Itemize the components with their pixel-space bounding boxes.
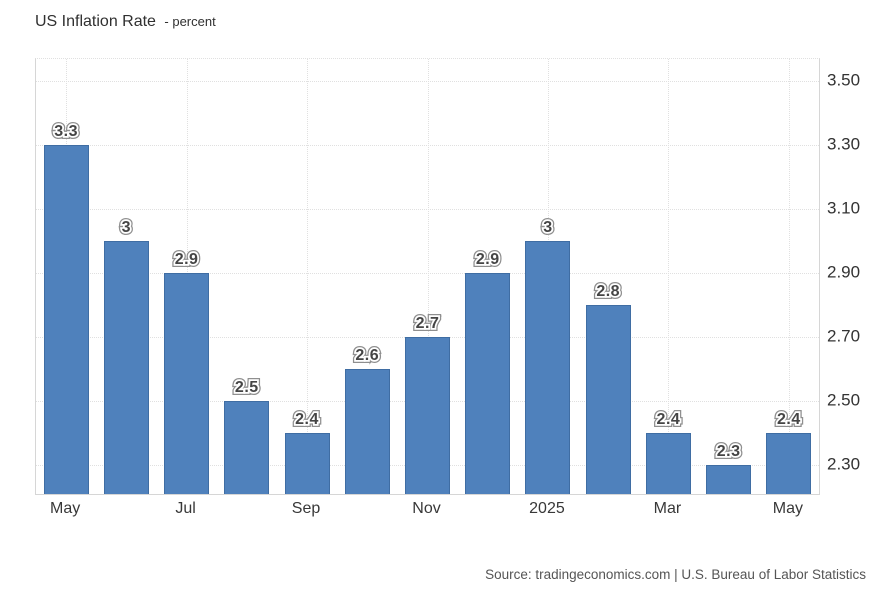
gridline-vertical — [788, 59, 790, 494]
x-axis-tick-label: May — [49, 500, 81, 517]
y-axis-tick-label: 3.50 — [827, 70, 861, 90]
bar-may[interactable] — [766, 433, 812, 494]
x-axis-tick-label: May — [772, 500, 803, 517]
bar-oct[interactable] — [344, 369, 390, 494]
bar-mar[interactable] — [645, 433, 691, 494]
bar-value-text: 2.9 — [174, 251, 199, 269]
y-axis-tick-label: 3.30 — [827, 134, 861, 154]
bar-dec[interactable] — [465, 273, 511, 494]
y-axis: 3.50 3.30 3.10 2.90 2.70 2.50 2.30 — [827, 58, 881, 493]
bar-value-text: 3 — [543, 219, 553, 237]
x-axis-tick-label: 2025 — [529, 500, 565, 517]
x-axis-tick-label: Jul — [175, 500, 196, 517]
bar-value-label: 2.4 — [295, 411, 319, 429]
bar-sep[interactable] — [284, 433, 330, 494]
y-axis-tick-label: 2.90 — [827, 262, 861, 282]
x-axis-tick-label: Mar — [653, 500, 682, 517]
chart-header: US Inflation Rate - percent — [35, 13, 216, 31]
y-axis-tick-label: 2.50 — [827, 390, 861, 410]
bar-value-text: 2.4 — [295, 411, 319, 429]
bar-value-text: 2.9 — [475, 251, 500, 269]
bar-value-label: 2.4 — [777, 411, 801, 429]
x-axis-tick-label: Nov — [412, 500, 441, 517]
bar-value-text: 2.4 — [777, 411, 801, 429]
bar-apr[interactable] — [706, 465, 752, 494]
x-axis: May Jul Sep Nov 2025 Mar May — [35, 499, 818, 521]
bar-aug[interactable] — [224, 401, 270, 494]
bar-value-label: 2.7 — [415, 315, 440, 333]
y-axis-tick-label: 2.70 — [827, 326, 861, 346]
bar-value-label: 2.6 — [355, 347, 380, 365]
bar-value-text: 2.5 — [234, 379, 259, 397]
bar-value-label: 2.9 — [174, 251, 199, 269]
bar-feb[interactable] — [585, 305, 631, 494]
bar-value-text: 2.6 — [355, 347, 380, 365]
bar-value-label: 2.9 — [475, 251, 500, 269]
x-axis-tick-label: Sep — [291, 500, 321, 517]
gridline-vertical — [668, 59, 670, 494]
bar-value-label: 3 — [543, 219, 553, 237]
chart-subtitle: - percent — [164, 14, 216, 29]
bar-value-text: 2.7 — [415, 315, 440, 333]
bar-value-label: 3.3 — [54, 123, 78, 141]
bar-value-text: 2.8 — [596, 283, 621, 301]
bar-value-text: 2.4 — [656, 411, 681, 429]
gridline-vertical — [307, 59, 309, 494]
bar-2025[interactable] — [525, 241, 571, 494]
bar-value-text: 3.3 — [54, 123, 78, 141]
bar-value-text: 3 — [121, 219, 132, 237]
bar-nov[interactable] — [405, 337, 450, 494]
bar-value-label: 2.3 — [716, 443, 741, 461]
y-axis-tick-label: 3.10 — [827, 198, 861, 218]
bar-value-label: 2.5 — [234, 379, 259, 397]
plot-area: 3.3 3 2.9 2.5 2.4 2.6 2.7 2.9 3 2.8 2.4 2.3 2.4 — [35, 58, 820, 495]
bar-value-label: 2.8 — [596, 283, 621, 301]
chart-title: US Inflation Rate — [35, 13, 156, 30]
bar-value-label: 3 — [121, 219, 132, 237]
source-attribution: Source: tradingeconomics.com | U.S. Bure… — [485, 567, 866, 582]
bar-value-text: 2.3 — [716, 443, 741, 461]
bar-value-label: 2.4 — [656, 411, 681, 429]
gridline-vertical — [427, 59, 429, 494]
bar-may[interactable] — [43, 145, 89, 494]
bar-jul[interactable] — [164, 273, 210, 494]
y-axis-tick-label: 2.30 — [827, 454, 861, 474]
bar-jun[interactable] — [103, 241, 149, 494]
